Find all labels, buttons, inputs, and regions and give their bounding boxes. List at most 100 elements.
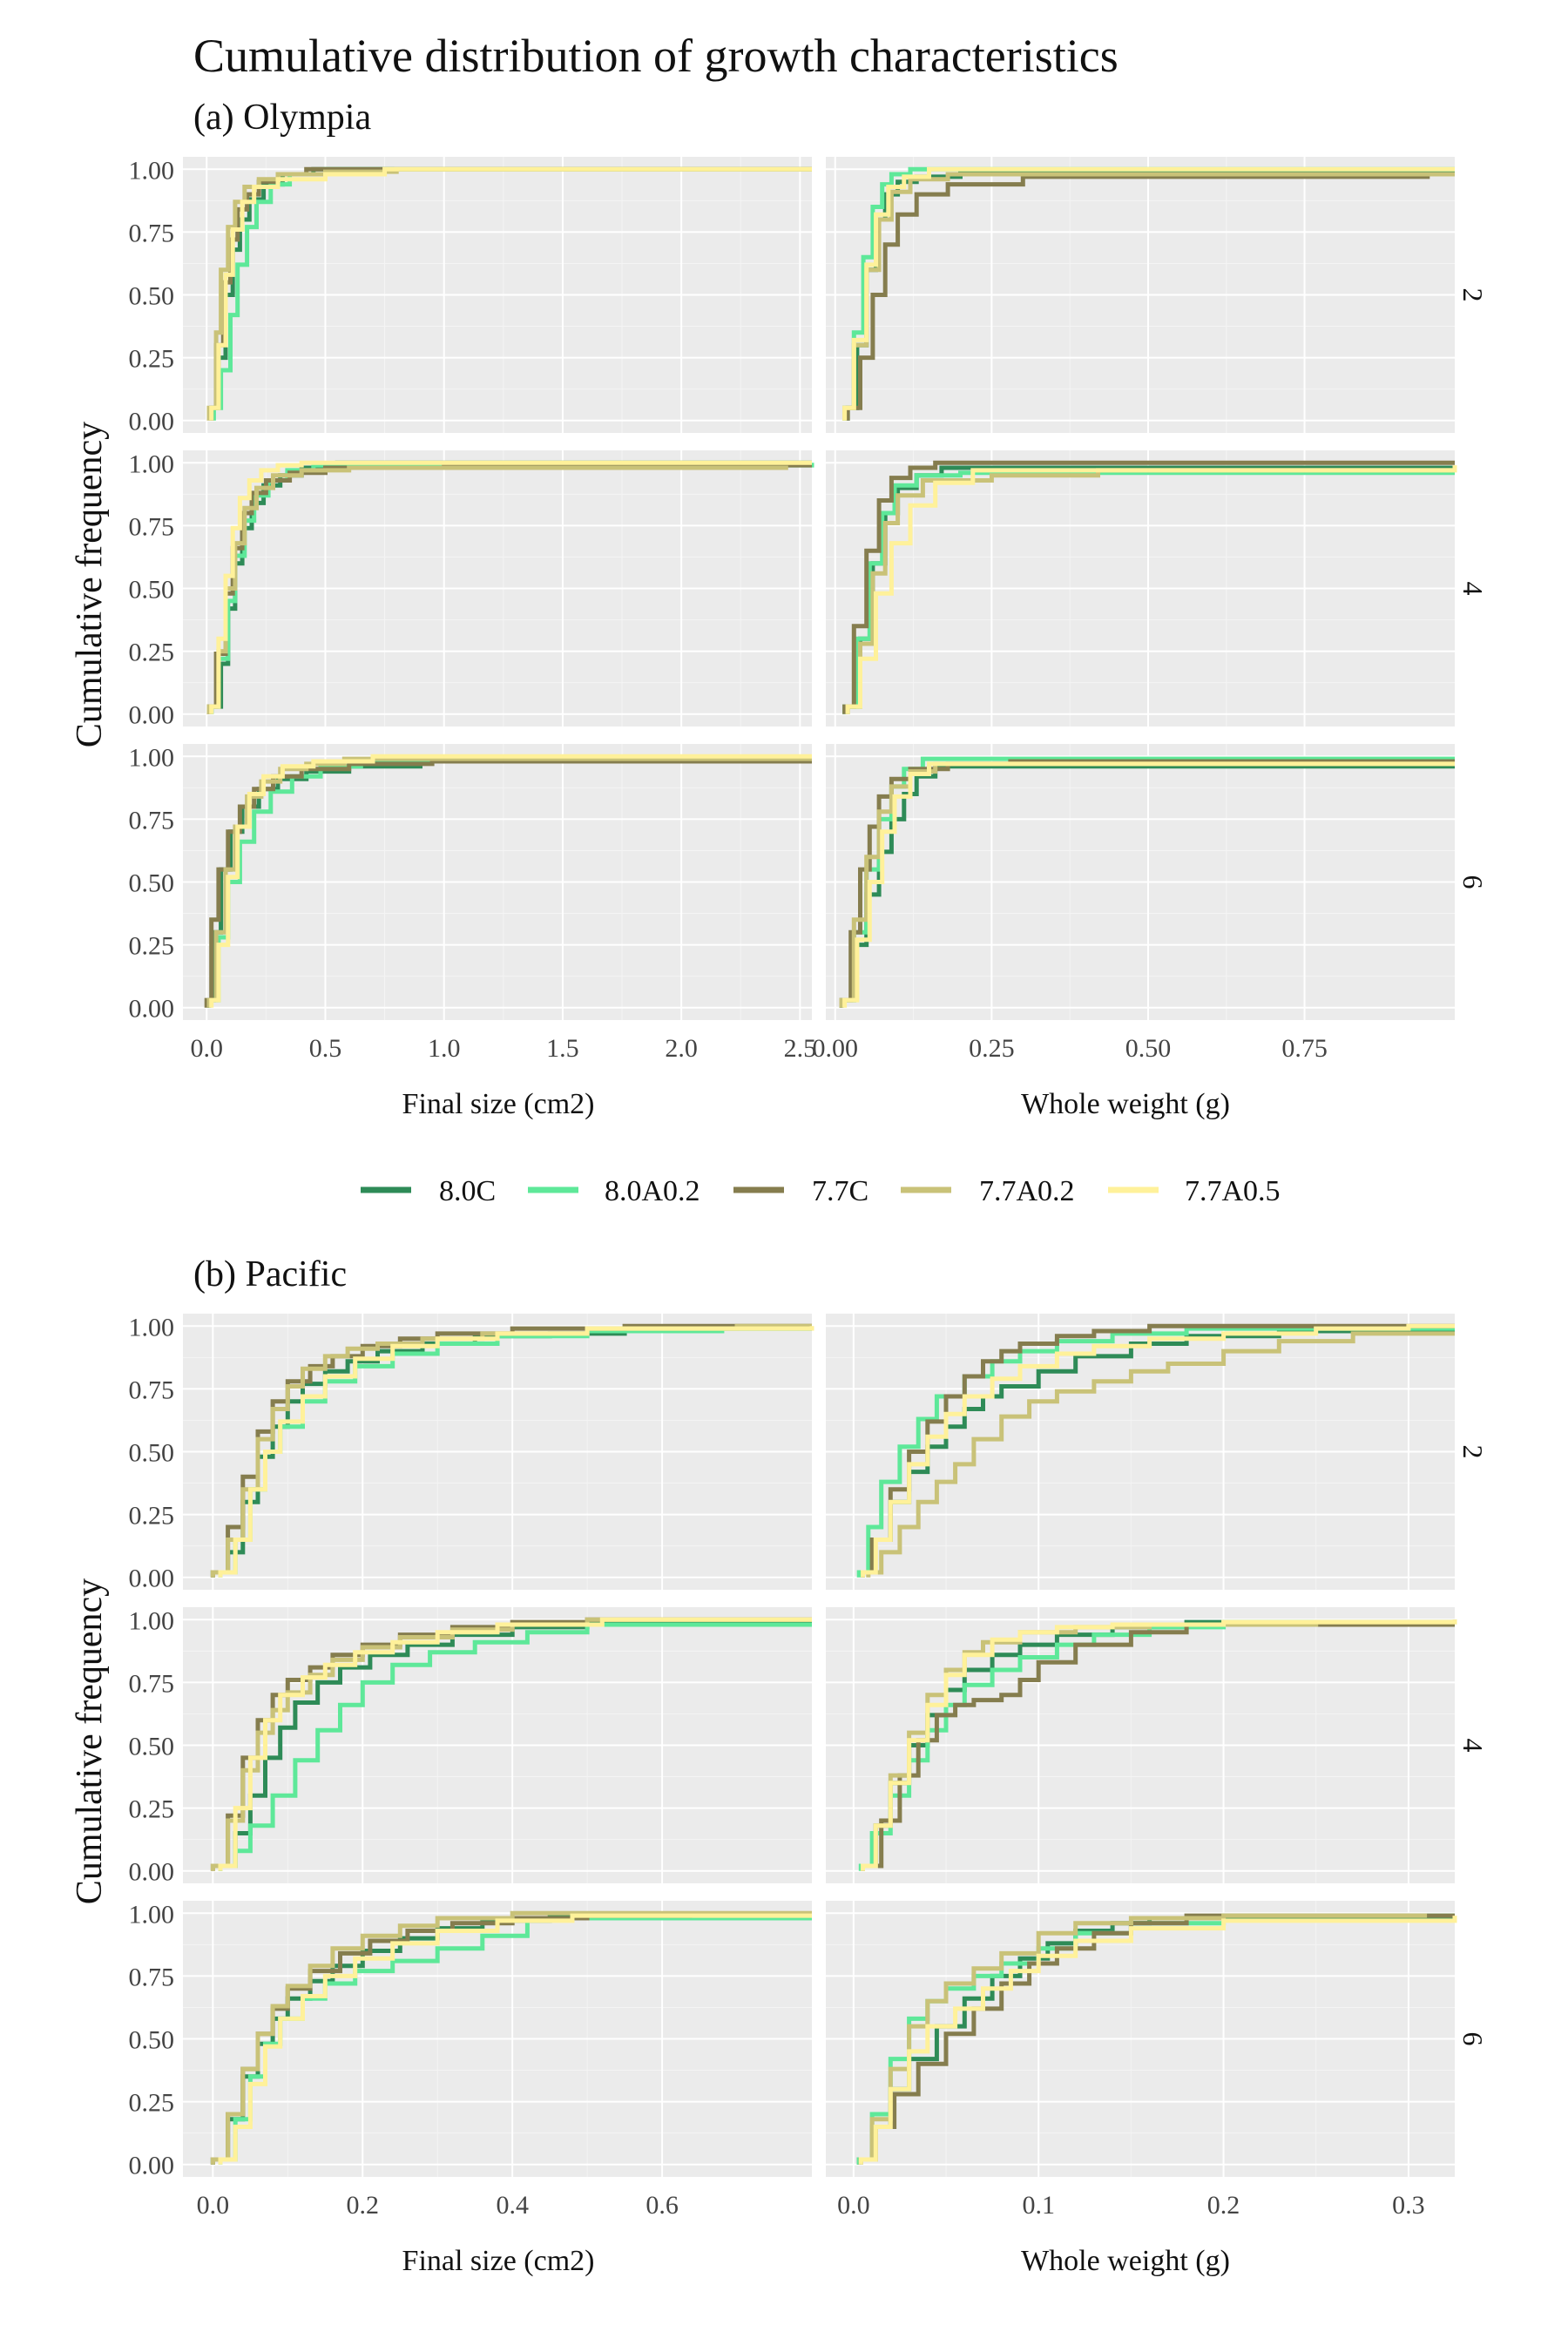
ecdf-line-7-7a0-5 (209, 166, 812, 421)
plot-layer: 0.000.250.500.751.000.000.250.500.751.00… (129, 156, 1490, 2220)
ecdf-line-7-7c (842, 460, 1455, 714)
panel-c2-row-4: 0.00 0.25 0.50 0.75 1.00 (129, 1606, 812, 1887)
y-tick-label: 0.00 (129, 701, 175, 730)
ecdf-line-7-7a0-2 (210, 1617, 812, 1871)
x-tick-label: 2.0 (665, 1034, 698, 1063)
panel-c0-row-6: 0.00 0.25 0.50 0.75 1.00 (129, 743, 812, 1024)
panel-c1-row-4 (826, 450, 1457, 727)
ecdf-line-7-7a0-5 (861, 1323, 1455, 1578)
y-tick-label: 0.75 (129, 1669, 175, 1698)
facet-label-2: 2 (1457, 1445, 1489, 1459)
x-tick-label: 0.6 (645, 2191, 679, 2220)
legend-label-8-0a0-2: 8.0A0.2 (605, 1175, 700, 1207)
ecdf-line-7-7a0-2 (206, 756, 812, 1008)
y-tick-label: 0.00 (129, 995, 175, 1024)
y-tick-label: 1.00 (129, 1900, 175, 1929)
y-tick-label: 0.50 (129, 2026, 175, 2055)
panel-c3-row-4 (826, 1607, 1457, 1883)
ecdf-line-7-7a0-5 (218, 1326, 814, 1578)
facet-label-6: 6 (1457, 2032, 1489, 2046)
y-tick-label: 1.00 (129, 449, 175, 478)
figure-title: Cumulative distribution of growth charac… (193, 30, 1119, 82)
x-tick-label: 0.0 (197, 2191, 230, 2220)
ecdf-line-7-7a0-5 (861, 1619, 1457, 1871)
y-tick-label: 0.25 (129, 2089, 175, 2118)
ecdf-line-7-7a0-5 (858, 1916, 1457, 2165)
x-tick-label: 0.25 (969, 1034, 1015, 1063)
y-tick-label: 1.00 (129, 1606, 175, 1635)
x-tick-label: 1.5 (546, 1034, 579, 1063)
y-tick-label: 0.00 (129, 2152, 175, 2180)
x-tick-label: 0.50 (1125, 1034, 1172, 1063)
y-tick-label: 0.50 (129, 1439, 175, 1468)
legend-label-7-7c: 7.7C (812, 1175, 868, 1207)
ecdf-line-7-7c (861, 1622, 1455, 1871)
x-tick-label: 1.0 (428, 1034, 461, 1063)
x-tick-label: 0.2 (1207, 2191, 1240, 2220)
ecdf-line-7-7a0-2 (210, 1910, 812, 2165)
x-tick-label: 2.5 (784, 1034, 817, 1063)
panel-c1-row-6 (826, 744, 1455, 1020)
y-tick-label: 1.00 (129, 1313, 175, 1342)
subtitle-olympia: (a) Olympia (193, 98, 371, 138)
ecdf-line-7-7c (204, 759, 812, 1008)
y-tick-label: 0.50 (129, 282, 175, 311)
y-tick-label: 0.25 (129, 1795, 175, 1824)
ecdf-line-7-7c (845, 174, 1430, 421)
x-tick-label: 0.5 (309, 1034, 342, 1063)
x-tick-label: 0.00 (813, 1034, 859, 1063)
x-tick-label: 0.0 (190, 1034, 223, 1063)
subtitle-pacific: (b) Pacific (193, 1254, 347, 1294)
x-tick-label: 0.0 (837, 2191, 870, 2220)
ecdf-line-7-7a0-5 (209, 460, 812, 714)
y-tick-label: 0.25 (129, 932, 175, 961)
y-tick-label: 0.00 (129, 408, 175, 436)
x-tick-label: 0.75 (1281, 1034, 1328, 1063)
ecdf-line-7-7a0-5 (218, 1913, 812, 2165)
legend: 8.0C 8.0A0.2 7.7C 7.7A0.2 7.7A0.5 (361, 1175, 1281, 1207)
y-tick-label: 0.50 (129, 576, 175, 605)
x-tick-label: 0.2 (347, 2191, 380, 2220)
y-tick-label: 0.50 (129, 1733, 175, 1761)
panel-c3-row-6 (826, 1901, 1457, 2177)
ylabel-olympia: Cumulative frequency (70, 422, 110, 747)
xlabel-pacific-final-size: Final size (cm2) (402, 2245, 595, 2277)
y-tick-label: 1.00 (129, 156, 175, 185)
ecdf-line-7-7a0-5 (218, 1617, 812, 1871)
y-tick-label: 0.50 (129, 869, 175, 898)
y-tick-label: 0.25 (129, 639, 175, 667)
ecdf-line-7-7a0-2 (866, 1331, 1455, 1578)
xlabel-olympia-final-size: Final size (cm2) (402, 1088, 595, 1120)
facet-label-4: 4 (1457, 582, 1489, 596)
x-tick-label: 0.1 (1022, 2191, 1055, 2220)
y-tick-label: 0.75 (129, 1375, 175, 1404)
ecdf-line-7-7a0-5 (842, 761, 1455, 1008)
panel-c3-row-2 (826, 1314, 1455, 1590)
ecdf-line-7-7a0-5 (209, 754, 812, 1008)
ecdf-line-8-0a0-2 (206, 759, 812, 1008)
y-tick-label: 0.25 (129, 345, 175, 374)
facet-label-6: 6 (1457, 875, 1489, 889)
y-tick-label: 0.00 (129, 1858, 175, 1887)
panel-c2-row-2: 0.00 0.25 0.50 0.75 1.00 (129, 1313, 814, 1593)
y-tick-label: 0.75 (129, 1963, 175, 1991)
ecdf-line-8-0a0-2 (842, 470, 1455, 714)
legend-label-8-0c: 8.0C (439, 1175, 496, 1207)
x-tick-label: 0.4 (496, 2191, 529, 2220)
y-tick-label: 0.25 (129, 1502, 175, 1531)
panel-c0-row-2: 0.00 0.25 0.50 0.75 1.00 (129, 156, 812, 436)
panel-c1-row-2 (826, 157, 1455, 433)
y-tick-label: 1.00 (129, 743, 175, 772)
panel-c0-row-4: 0.00 0.25 0.50 0.75 1.00 (129, 449, 814, 730)
ecdf-line-8-0c (218, 1619, 812, 1871)
ecdf-line-7-7a0-5 (845, 465, 1457, 714)
panel-c2-row-6: 0.00 0.25 0.50 0.75 1.00 (129, 1900, 812, 2180)
ecdf-line-7-7a0-5 (842, 166, 1455, 421)
legend-label-7-7a0-2: 7.7A0.2 (979, 1175, 1075, 1207)
x-tick-label: 0.3 (1392, 2191, 1425, 2220)
xlabel-pacific-whole-weight: Whole weight (g) (1021, 2245, 1230, 2277)
y-tick-label: 0.75 (129, 512, 175, 541)
ylabel-pacific: Cumulative frequency (70, 1578, 110, 1904)
ecdf-line-8-0a0-2 (218, 1622, 812, 1871)
